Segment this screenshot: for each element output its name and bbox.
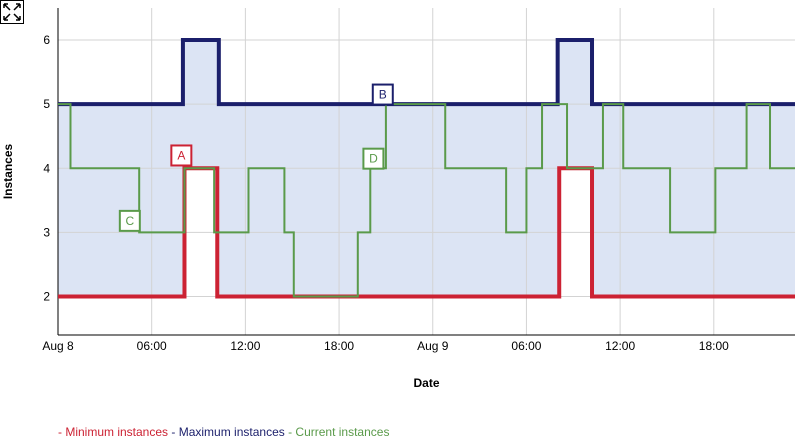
x-tick-label: 18:00 [324, 339, 354, 353]
x-tick-label: 06:00 [511, 339, 541, 353]
x-tick-label: 12:00 [605, 339, 635, 353]
annotation-label-a: A [177, 148, 185, 162]
y-tick-label: 2 [43, 290, 50, 304]
annotation-label-d: D [369, 152, 378, 166]
current-instances-line [58, 103, 795, 298]
x-axis-title: Date [413, 376, 439, 390]
annotation-marker-a [170, 144, 193, 167]
y-axis-title: Instances [1, 143, 15, 199]
annotation-marker-b [371, 83, 394, 106]
chart-legend: - Minimum instances - Maximum instances … [58, 425, 389, 439]
maximum-instances-line [58, 38, 795, 107]
x-tick-label: Aug 9 [417, 339, 449, 353]
x-tick-label: 18:00 [699, 339, 729, 353]
annotation-marker-c [118, 209, 141, 232]
y-tick-label: 4 [43, 161, 50, 175]
annotation-label-b: B [379, 88, 387, 102]
x-tick-label: 06:00 [137, 339, 167, 353]
legend-item: - Current instances [288, 425, 390, 439]
y-tick-label: 5 [43, 97, 50, 111]
y-tick-label: 3 [43, 225, 50, 239]
x-tick-label: 12:00 [230, 339, 260, 353]
annotation-marker-d [362, 147, 385, 170]
x-tick-label: Aug 8 [42, 339, 74, 353]
y-tick-label: 6 [43, 33, 50, 47]
legend-item: - Maximum instances [171, 425, 289, 439]
expand-icon [0, 0, 24, 24]
expand-button[interactable] [0, 0, 24, 24]
legend-item: - Minimum instances [58, 425, 172, 439]
annotation-label-c: C [125, 214, 134, 228]
